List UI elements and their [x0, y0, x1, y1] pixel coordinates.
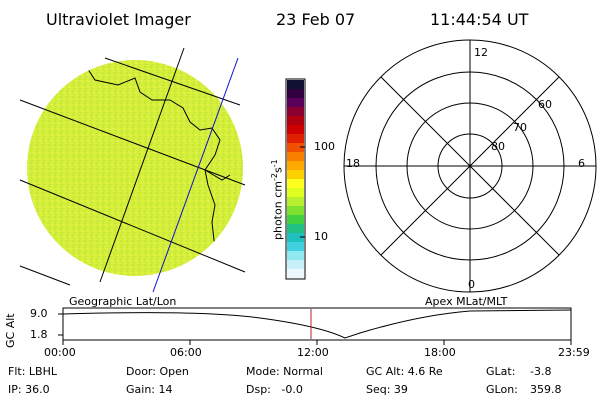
colorbar-segment [287, 80, 304, 90]
info-glat-value: -3.8 [530, 365, 552, 378]
colorbar-segment [287, 107, 304, 117]
colorbar-segment [287, 251, 304, 261]
info-glon-value: 359.8 [530, 383, 562, 396]
colorbar-segment [287, 179, 304, 189]
info-glat-label: GLat: [486, 365, 516, 378]
colorbar-label-10: 10 [314, 230, 328, 243]
info-glon-label: GLon: [486, 383, 518, 396]
colorbar-segment [287, 134, 304, 144]
date-label: 23 Feb 07 [276, 10, 356, 29]
colorbar-segment [287, 206, 304, 216]
timeline-ylabel: GC Alt [4, 313, 17, 348]
colorbar-frame [285, 78, 306, 280]
polar-lat-70: 70 [513, 121, 527, 134]
colorbar-segment [287, 197, 304, 207]
polar-lat-60: 60 [538, 98, 552, 111]
instrument-title: Ultraviolet Imager [46, 10, 191, 29]
colorbar-segment [287, 215, 304, 225]
colorbar-label-100: 100 [314, 140, 335, 153]
colorbar-segment [287, 98, 304, 108]
polar-plot [343, 39, 597, 293]
info-gain: Gain: 14 [126, 383, 173, 396]
timeline-y-bottom: 1.8 [30, 328, 48, 341]
unit-exp-2: -1 [270, 159, 279, 168]
timeline-tick-1: 06:00 [170, 346, 202, 359]
unit-s: s [271, 167, 285, 174]
colorbar-segment [287, 152, 304, 162]
terminator-line [152, 57, 239, 293]
timeline-tick-3: 18:00 [424, 346, 456, 359]
colorbar-segment [287, 170, 304, 180]
grid-lat-1 [19, 99, 246, 186]
colorbar-unit: photon cm-2s-1 [270, 159, 285, 240]
info-dsp: Dsp: -0.0 [246, 383, 303, 396]
info-mode: Mode: Normal [246, 365, 323, 378]
polar-mlt-0: 0 [468, 278, 475, 291]
apex-label: Apex MLat/MLT [425, 295, 508, 308]
timeline-tick-2: 12:00 [297, 346, 329, 359]
coastline-2 [204, 169, 231, 181]
colorbar-segment [287, 89, 304, 99]
geographic-label: Geographic Lat/Lon [69, 295, 177, 308]
colorbar-segment [287, 161, 304, 171]
polar-mlt-12: 12 [474, 46, 488, 59]
colorbar-segment [287, 116, 304, 126]
colorbar-segment [287, 224, 304, 234]
grid-lat-3 [19, 179, 246, 273]
grid-lat-4 [19, 265, 71, 286]
colorbar-segment [287, 233, 304, 243]
coastline [81, 60, 221, 273]
unit-base: photon cm [271, 181, 285, 240]
altitude-timeline [58, 307, 572, 345]
timeline-tick-0: 00:00 [44, 346, 76, 359]
colorbar [285, 78, 306, 280]
polar-mlt-18: 18 [346, 157, 360, 170]
colorbar-segment [287, 269, 304, 279]
grid-lon-1 [99, 47, 185, 283]
uv-image [19, 47, 246, 293]
info-filter: Flt: LBHL [8, 365, 57, 378]
info-seq: Seq: 39 [366, 383, 408, 396]
altitude-curve [62, 309, 572, 339]
time-label: 11:44:54 UT [430, 10, 529, 29]
info-gc-alt: GC Alt: 4.6 Re [366, 365, 443, 378]
polar-lat-80: 80 [491, 140, 505, 153]
earth-disk [27, 60, 243, 276]
colorbar-segment [287, 260, 304, 270]
polar-mlt-6: 6 [578, 157, 585, 170]
colorbar-segment [287, 242, 304, 252]
colorbar-segment [287, 125, 304, 135]
colorbar-segment [287, 188, 304, 198]
timeline-y-top: 9.0 [30, 307, 48, 320]
colorbar-segment [287, 143, 304, 153]
polar-diagonal-2 [380, 76, 560, 256]
unit-exp-1: -2 [270, 173, 279, 182]
info-door: Door: Open [126, 365, 189, 378]
timeline-tick-4: 23:59 [558, 346, 590, 359]
info-ip: IP: 36.0 [8, 383, 50, 396]
